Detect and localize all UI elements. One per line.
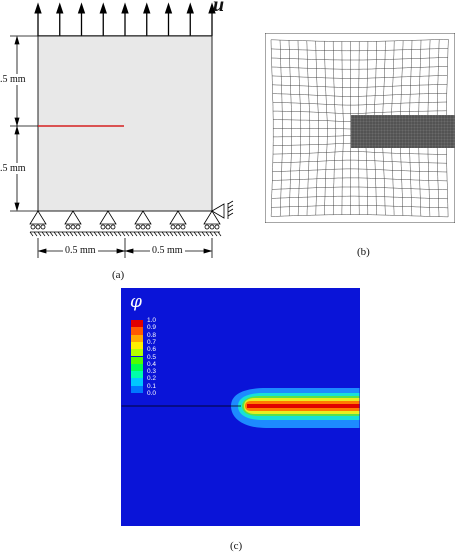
roller-support bbox=[65, 211, 81, 229]
dim-label-top: .5 mm bbox=[0, 74, 26, 85]
load-arrow bbox=[166, 4, 172, 36]
left-dimension-lines bbox=[10, 36, 38, 211]
panel-a bbox=[0, 0, 250, 290]
roller-support bbox=[100, 211, 116, 229]
load-arrow bbox=[79, 4, 85, 36]
specimen bbox=[38, 36, 212, 211]
caption-c: (c) bbox=[230, 540, 242, 552]
legend-label: 0.0 bbox=[147, 390, 156, 398]
legend-swatch bbox=[131, 357, 143, 364]
load-arrows bbox=[35, 4, 215, 36]
caption-a: (a) bbox=[112, 269, 124, 281]
load-arrow bbox=[57, 4, 63, 36]
load-arrow bbox=[187, 4, 193, 36]
legend-swatch bbox=[131, 371, 143, 378]
dim-label-left: 0.5 mm bbox=[63, 245, 98, 256]
crack-core bbox=[247, 404, 360, 408]
load-arrow bbox=[144, 4, 150, 36]
legend-swatch bbox=[131, 320, 143, 327]
dim-label-bottom: .5 mm bbox=[0, 163, 26, 174]
legend-swatch bbox=[131, 349, 143, 356]
legend-phi-symbol: φ bbox=[130, 292, 142, 312]
legend-swatch bbox=[131, 364, 143, 371]
load-symbol: u bbox=[213, 0, 224, 17]
panel-b-mesh bbox=[265, 33, 455, 223]
legend-swatch bbox=[131, 378, 143, 385]
roller-support bbox=[30, 211, 46, 229]
load-arrow bbox=[100, 4, 106, 36]
load-arrow bbox=[35, 4, 41, 36]
legend-swatch bbox=[131, 342, 143, 349]
legend-swatch bbox=[131, 327, 143, 334]
ground-hatch bbox=[30, 232, 221, 236]
legend-swatch bbox=[131, 386, 143, 393]
roller-support bbox=[170, 211, 186, 229]
roller-supports bbox=[30, 211, 220, 229]
load-arrow bbox=[122, 4, 128, 36]
legend-swatch bbox=[131, 335, 143, 342]
roller-support bbox=[135, 211, 151, 229]
dim-label-right: 0.5 mm bbox=[150, 245, 185, 256]
caption-b: (b) bbox=[357, 246, 370, 258]
